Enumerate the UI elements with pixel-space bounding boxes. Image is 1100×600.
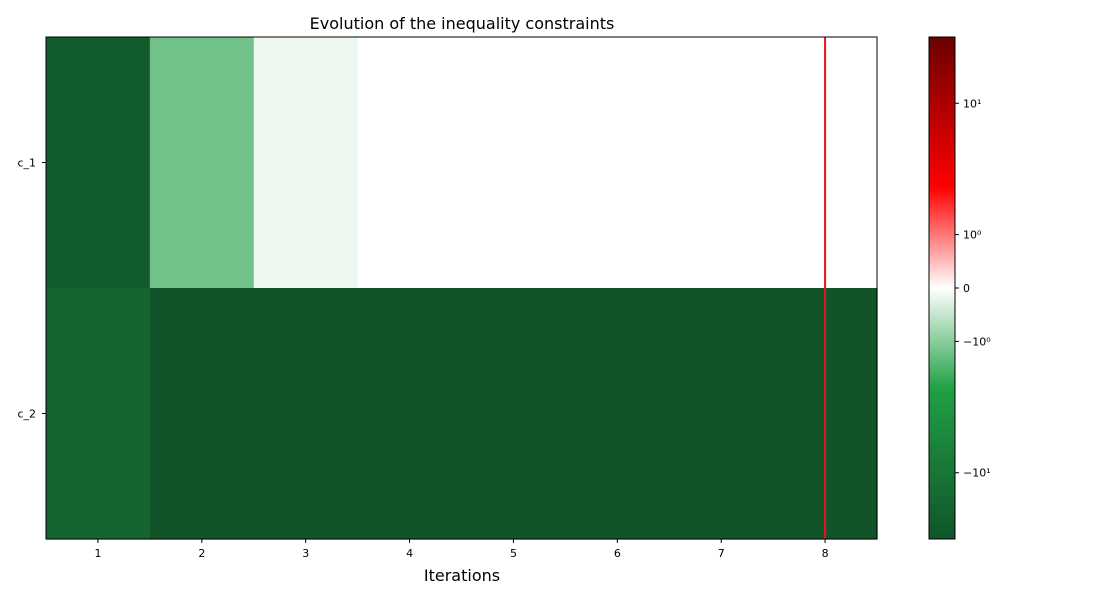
heatmap-cell-c_1-6 — [565, 37, 670, 289]
colorbar-tick-label: −10⁰ — [963, 335, 991, 348]
x-tick-labels: 1 2 3 4 5 6 7 8 — [94, 539, 829, 560]
heatmap-cell-c_2-7 — [669, 288, 774, 540]
heatmap-cell-c_2-5 — [461, 288, 566, 540]
x-tick-label: 3 — [302, 547, 309, 560]
heatmap-cell-c_2-6 — [565, 288, 670, 540]
colorbar-tick-label: 10⁰ — [963, 229, 982, 242]
x-tick-label: 4 — [406, 547, 413, 560]
heatmap-cell-c_2-4 — [357, 288, 463, 540]
colorbar-ticks: −10¹ −10⁰ 0 10⁰ 10¹ — [955, 97, 991, 480]
heatmap-cell-c_1-1 — [46, 37, 151, 289]
x-axis-label: Iterations — [424, 566, 500, 585]
heatmap-cell-c_1-5 — [461, 37, 566, 289]
heatmap-cells — [46, 37, 878, 540]
heatmap-cell-c_1-7 — [669, 37, 774, 289]
chart-title: Evolution of the inequality constraints — [310, 14, 615, 33]
x-tick-label: 1 — [94, 547, 101, 560]
heatmap-cell-c_1-3 — [253, 37, 359, 289]
x-tick-label: 8 — [822, 547, 829, 560]
colorbar-tick-label: −10¹ — [963, 467, 991, 480]
colorbar-tick-label: 0 — [963, 282, 970, 295]
heatmap-cell-c_1-4 — [357, 37, 463, 289]
y-tick-labels: c_1 c_2 — [17, 157, 46, 421]
x-tick-label: 6 — [614, 547, 621, 560]
plot-frame — [45, 36, 878, 540]
colorbar-tick-label: 10¹ — [963, 97, 981, 110]
heatmap-cell-c_1-2 — [149, 37, 255, 289]
heatmap-cell-c_2-1 — [46, 288, 151, 540]
colorbar — [928, 36, 956, 540]
heatmap-cell-c_2-2 — [149, 288, 255, 540]
heatmap-cell-c_2-3 — [253, 288, 359, 540]
y-tick-label: c_2 — [17, 408, 36, 421]
x-tick-label: 2 — [198, 547, 205, 560]
y-tick-label: c_1 — [17, 157, 36, 170]
x-tick-label: 5 — [510, 547, 517, 560]
x-tick-label: 7 — [718, 547, 725, 560]
